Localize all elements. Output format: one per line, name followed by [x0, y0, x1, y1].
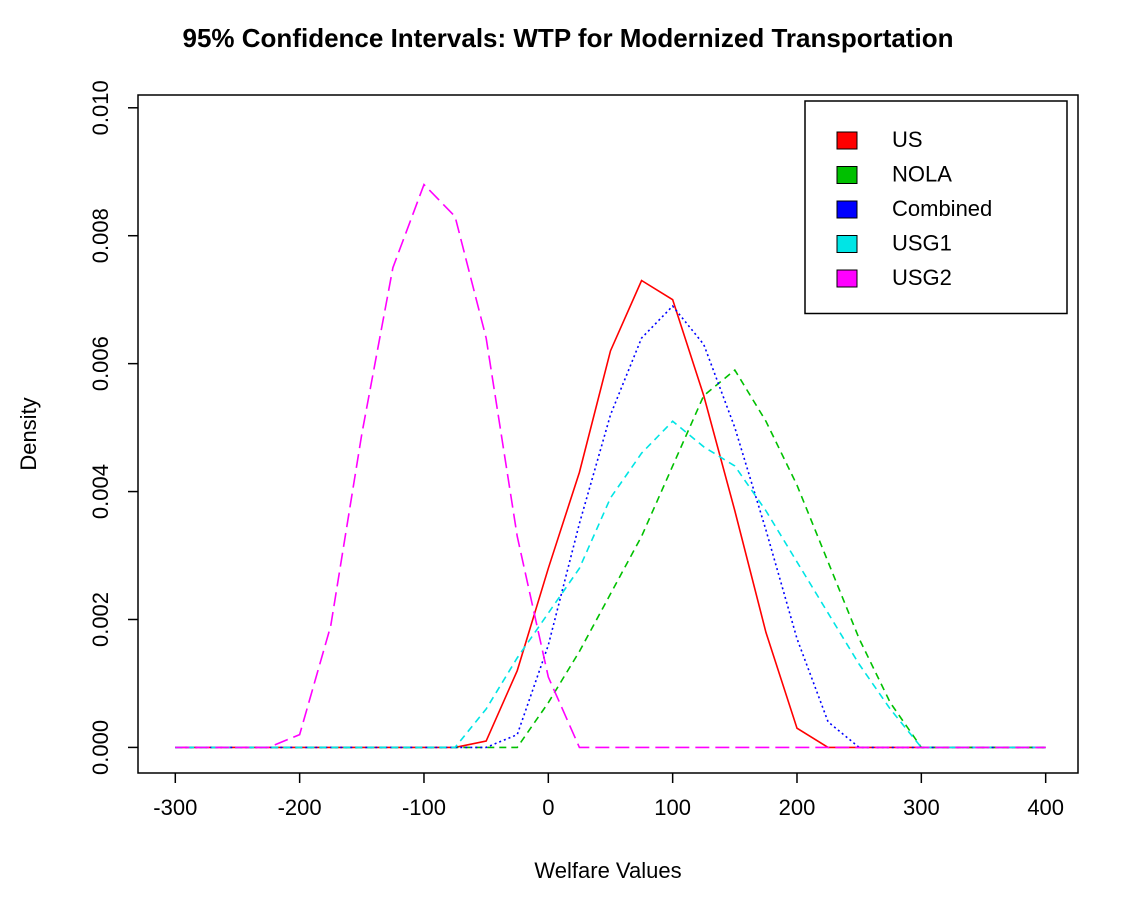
series-line: [175, 183, 1046, 749]
y-tick-label: 0.002: [88, 592, 113, 647]
series-line: [175, 304, 1046, 749]
series-line: [175, 368, 1046, 749]
legend-swatch: [836, 269, 858, 288]
chart-title: 95% Confidence Intervals: WTP for Modern…: [183, 23, 954, 53]
x-tick-label: 0: [542, 795, 554, 820]
x-tick-label: -100: [402, 795, 446, 820]
legend-swatch: [836, 200, 858, 219]
legend-label: Combined: [892, 196, 992, 221]
legend-label: US: [892, 127, 923, 152]
legend-label: USG1: [892, 230, 952, 255]
legend-swatch: [836, 166, 858, 184]
legend-swatch: [836, 131, 858, 150]
y-tick-label: 0.006: [88, 336, 113, 391]
y-tick-label: 0.010: [88, 80, 113, 135]
legend-swatch: [836, 235, 858, 253]
x-tick-label: 200: [779, 795, 816, 820]
y-axis-label: Density: [16, 397, 41, 470]
series-line: [175, 420, 1046, 749]
x-axis-label: Welfare Values: [534, 858, 681, 883]
x-tick-label: -200: [278, 795, 322, 820]
x-tick-label: 300: [903, 795, 940, 820]
legend-label: NOLA: [892, 161, 952, 186]
legend-label: USG2: [892, 265, 952, 290]
plot-frame: [137, 94, 1079, 774]
series-line: [175, 279, 1046, 749]
x-tick-label: 400: [1027, 795, 1064, 820]
y-tick-label: 0.008: [88, 208, 113, 263]
y-tick-label: 0.004: [88, 464, 113, 519]
y-tick-label: 0.000: [88, 720, 113, 775]
x-tick-label: 100: [654, 795, 691, 820]
x-tick-label: -300: [153, 795, 197, 820]
